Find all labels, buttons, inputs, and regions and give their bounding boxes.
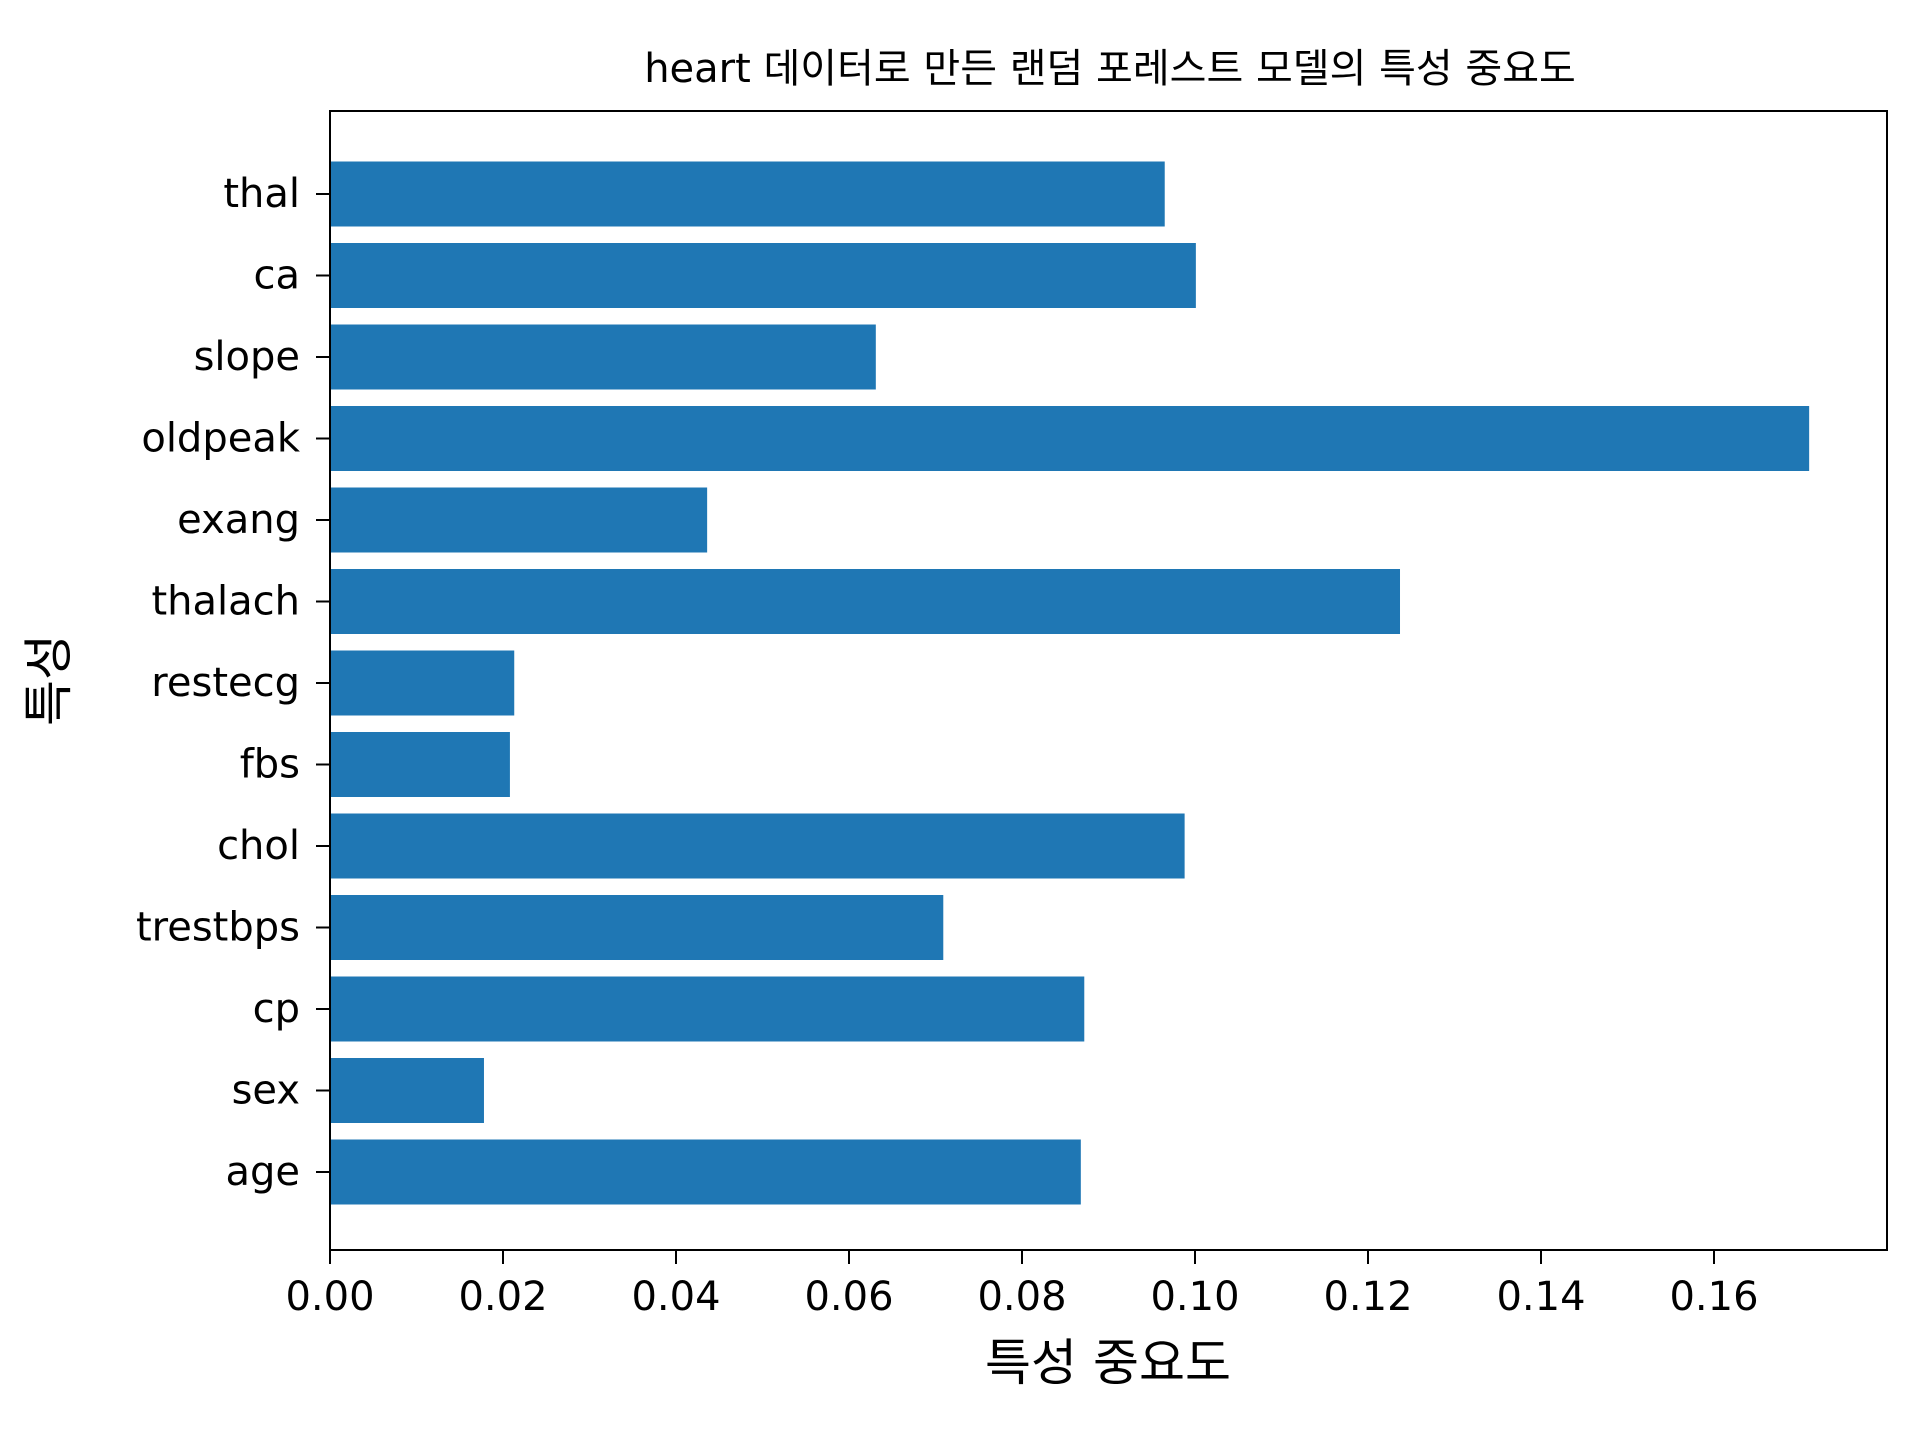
y-tick-label-oldpeak: oldpeak: [141, 416, 300, 462]
bars-group: [330, 161, 1810, 1205]
y-tick-label-thal: thal: [223, 171, 300, 217]
bar-trestbps: [330, 895, 944, 960]
bar-thal: [330, 161, 1165, 227]
chart-title: heart 데이터로 만든 랜덤 포레스트 모델의 특성 중요도: [644, 46, 1576, 92]
y-tick-label-restecg: restecg: [151, 660, 300, 706]
bar-age: [330, 1139, 1081, 1205]
bar-thalach: [330, 569, 1401, 634]
bar-exang: [330, 487, 708, 553]
x-tick-label-0.08: 0.08: [977, 1274, 1066, 1320]
y-tick-label-exang: exang: [177, 497, 300, 543]
bar-cp: [330, 976, 1085, 1042]
x-tick-label-0.10: 0.10: [1150, 1274, 1239, 1320]
x-tick-label-0.00: 0.00: [285, 1274, 374, 1320]
y-tick-label-thalach: thalach: [151, 579, 300, 625]
y-tick-label-cp: cp: [253, 986, 300, 1032]
bar-sex: [330, 1058, 484, 1123]
x-tick-label-0.12: 0.12: [1323, 1274, 1412, 1320]
y-tick-label-ca: ca: [253, 253, 300, 299]
x-tick-label-0.14: 0.14: [1496, 1274, 1585, 1320]
bar-chol: [330, 813, 1185, 879]
plot-frame: [329, 110, 1888, 1251]
y-tick-label-sex: sex: [232, 1068, 300, 1114]
y-tick-label-slope: slope: [194, 334, 300, 380]
y-axis-label: 특성: [20, 634, 78, 726]
x-tick-label-0.06: 0.06: [804, 1274, 893, 1320]
x-axis-label: 특성 중요도: [985, 1334, 1231, 1392]
x-axis: 0.00 0.02 0.04 0.06 0.08 0.10 0.12 0.14 0.16: [285, 1250, 1759, 1320]
y-axis: age sex cp trestbps chol fbs restecg thalach exa…: [136, 171, 330, 1195]
y-tick-label-fbs: fbs: [240, 742, 300, 788]
x-tick-label-0.16: 0.16: [1669, 1274, 1758, 1320]
x-tick-label-0.04: 0.04: [631, 1274, 720, 1320]
y-tick-label-chol: chol: [217, 823, 300, 869]
bar-fbs: [330, 732, 510, 797]
y-tick-label-age: age: [225, 1149, 300, 1195]
y-tick-label-trestbps: trestbps: [136, 905, 300, 951]
bar-ca: [330, 243, 1196, 308]
bar-oldpeak: [330, 406, 1810, 471]
x-tick-label-0.02: 0.02: [458, 1274, 547, 1320]
bar-slope: [330, 324, 876, 390]
bar-restecg: [330, 650, 515, 716]
